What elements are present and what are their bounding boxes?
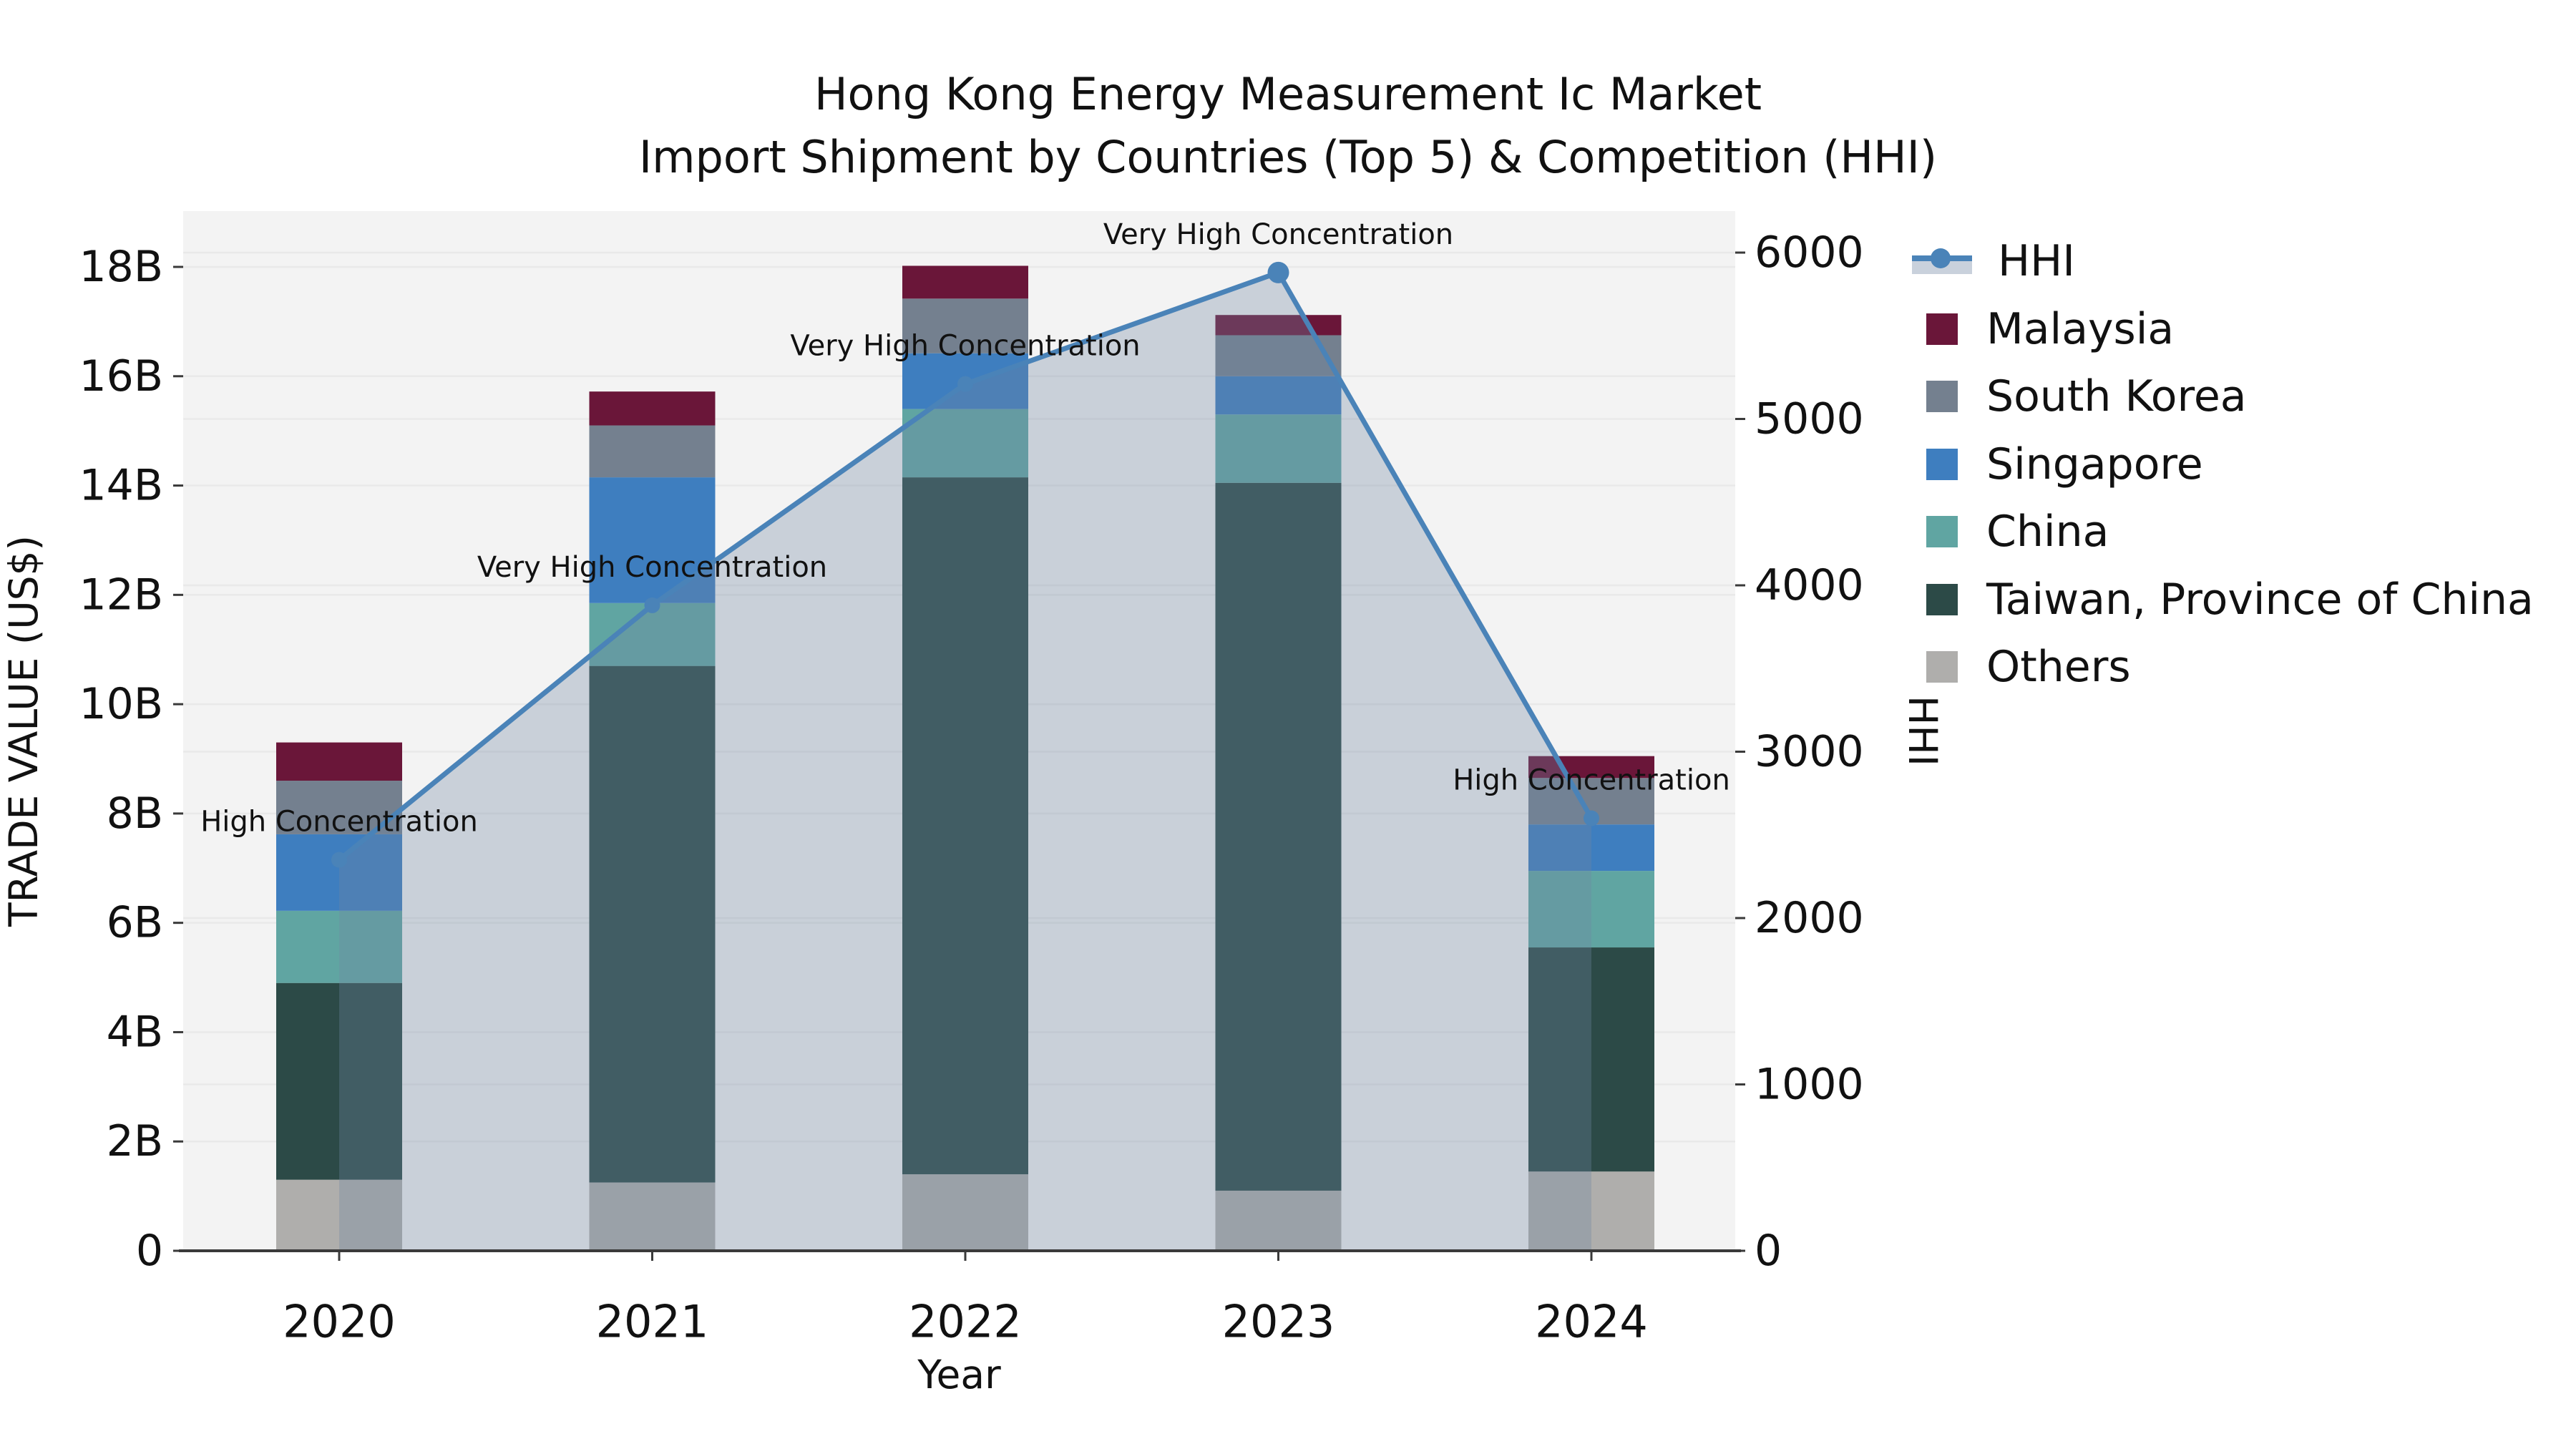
bar-segment-2020-others[interactable] — [276, 1179, 402, 1251]
bar-segment-2024-others[interactable] — [1528, 1171, 1654, 1251]
x-tick-label-2023: 2023 — [1222, 1295, 1335, 1347]
bar-segment-2021-singapore[interactable] — [589, 477, 716, 603]
hhi-line-swatch-icon — [1912, 245, 1972, 277]
y-left-tick-label-14B: 14B — [79, 461, 163, 511]
annotation-2024: High Concentration — [1453, 764, 1730, 797]
y-left-tick-label-12B: 12B — [79, 570, 163, 620]
x-tick-label-2021: 2021 — [596, 1295, 709, 1347]
bar-segment-2024-china[interactable] — [1528, 871, 1654, 948]
legend-label-south_korea: South Korea — [1986, 371, 2247, 422]
y-left-tick-label-8B: 8B — [107, 789, 163, 839]
legend: HHI Malaysia South Korea Singapore China Taiw… — [1912, 228, 2534, 701]
legend-item-others[interactable]: Others — [1926, 633, 2534, 701]
bar-segment-2024-taiwan[interactable] — [1528, 947, 1654, 1172]
hhi-marker-2023[interactable] — [1267, 261, 1289, 283]
bar-segment-2023-taiwan[interactable] — [1215, 482, 1342, 1191]
legend-swatch-icon-south_korea — [1926, 381, 1958, 413]
y-right-tick-label-3000: 3000 — [1755, 727, 1864, 777]
legend-label-hhi: HHI — [1998, 236, 2075, 287]
y-left-tick-label-6B: 6B — [107, 898, 163, 948]
hhi-marker-2020[interactable] — [331, 852, 347, 868]
legend-swatch-icon-singapore — [1926, 448, 1958, 480]
y-right-tick-label-6000: 6000 — [1755, 228, 1864, 278]
bar-segment-2022-china[interactable] — [902, 409, 1028, 478]
hhi-marker-2022[interactable] — [957, 376, 973, 392]
y-left-tick-label-10B: 10B — [79, 679, 163, 729]
legend-label-taiwan: Taiwan, Province of China — [1986, 574, 2534, 625]
y-right-axis-title: HHI — [1900, 696, 1946, 766]
legend-swatch-icon-taiwan — [1926, 583, 1958, 615]
legend-item-hhi[interactable]: HHI — [1912, 228, 2534, 296]
bar-segment-2022-malaysia[interactable] — [902, 265, 1028, 299]
x-tick-label-2020: 2020 — [283, 1295, 396, 1347]
hhi-marker-2024[interactable] — [1584, 810, 1599, 826]
bar-segment-2022-south_korea[interactable] — [902, 298, 1028, 353]
legend-label-others: Others — [1986, 642, 2131, 693]
legend-item-china[interactable]: China — [1926, 498, 2534, 566]
x-axis-title: Year — [917, 1352, 1001, 1397]
bar-segment-2021-taiwan[interactable] — [589, 665, 716, 1183]
legend-item-taiwan[interactable]: Taiwan, Province of China — [1926, 566, 2534, 634]
chart-title-line2: Import Shipment by Countries (Top 5) & C… — [638, 131, 1938, 183]
legend-label-china: China — [1986, 507, 2109, 557]
annotation-2023: Very High Concentration — [1103, 218, 1453, 251]
y-left-tick-label-18B: 18B — [79, 242, 163, 292]
legend-item-malaysia[interactable]: Malaysia — [1926, 296, 2534, 364]
bar-segment-2020-singapore[interactable] — [276, 834, 402, 911]
x-tick-label-2024: 2024 — [1535, 1295, 1648, 1347]
annotation-2021: Very High Concentration — [477, 551, 827, 584]
chart-title-line1: Hong Kong Energy Measurement Ic Market — [814, 68, 1762, 120]
legend-item-singapore[interactable]: Singapore — [1926, 431, 2534, 499]
y-left-tick-label-0: 0 — [136, 1226, 163, 1276]
legend-swatch-icon-china — [1926, 516, 1958, 548]
legend-label-singapore: Singapore — [1986, 439, 2203, 489]
y-right-tick-label-4000: 4000 — [1755, 560, 1864, 610]
y-right-tick-label-1000: 1000 — [1755, 1060, 1864, 1110]
hhi-marker-2021[interactable] — [644, 597, 660, 613]
y-left-axis-title: TRADE VALUE (US$) — [1, 535, 47, 927]
annotation-2020: High Concentration — [200, 806, 478, 839]
legend-item-south_korea[interactable]: South Korea — [1926, 363, 2534, 431]
legend-label-malaysia: Malaysia — [1986, 303, 2175, 354]
bar-segment-2020-china[interactable] — [276, 910, 402, 983]
annotation-2022: Very High Concentration — [790, 330, 1140, 363]
bar-segment-2021-malaysia[interactable] — [589, 391, 716, 426]
legend-swatch-icon-malaysia — [1926, 313, 1958, 345]
bar-segment-2021-south_korea[interactable] — [589, 425, 716, 478]
bar-segment-2024-singapore[interactable] — [1528, 824, 1654, 872]
bar-segment-2021-china[interactable] — [589, 602, 716, 666]
y-left-tick-label-16B: 16B — [79, 351, 163, 401]
bar-segment-2021-others[interactable] — [589, 1182, 716, 1251]
y-left-tick-label-4B: 4B — [107, 1007, 163, 1057]
y-left-tick-label-2B: 2B — [107, 1116, 163, 1166]
chart-title: Hong Kong Energy Measurement Ic Market I… — [0, 63, 2576, 189]
y-right-tick-label-0: 0 — [1755, 1226, 1782, 1276]
bar-segment-2020-malaysia[interactable] — [276, 742, 402, 781]
y-right-tick-label-5000: 5000 — [1755, 394, 1864, 444]
legend-swatch-icon-others — [1926, 651, 1958, 683]
bar-segment-2023-others[interactable] — [1215, 1190, 1342, 1251]
bar-segment-2022-others[interactable] — [902, 1174, 1028, 1251]
y-right-tick-label-2000: 2000 — [1755, 893, 1864, 943]
bar-segment-2023-china[interactable] — [1215, 414, 1342, 483]
x-tick-label-2022: 2022 — [909, 1295, 1022, 1347]
bar-segment-2023-singapore[interactable] — [1215, 376, 1342, 415]
bar-segment-2024-malaysia[interactable] — [1528, 756, 1654, 779]
bar-segment-2022-taiwan[interactable] — [902, 477, 1028, 1175]
bar-segment-2023-malaysia[interactable] — [1215, 315, 1342, 336]
bar-segment-2020-taiwan[interactable] — [276, 982, 402, 1180]
hhi-area-fill — [339, 272, 1591, 1251]
